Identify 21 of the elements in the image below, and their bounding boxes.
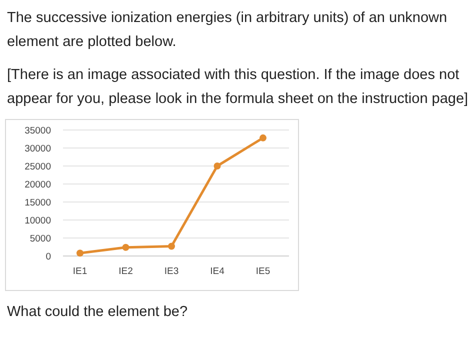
x-tick-label: IE3: [164, 266, 179, 277]
point: [260, 134, 266, 142]
chart-subtitle: [There is an image associated with this question. If the image does not appear for you, please look in the formula sheet on the instruction page]: [7, 66, 469, 109]
y-tick-label: 15000: [24, 197, 51, 208]
chart-title: The successive ionization energies (in arbitrary units) of an unknown element are plotted below.: [7, 9, 448, 52]
x-tick-label: IE1: [72, 266, 88, 277]
x-tick-label: IE4: [210, 266, 224, 277]
point: [76, 250, 84, 257]
text: What could the element be?: [7, 303, 189, 322]
y-tick-label: 25000: [24, 161, 51, 172]
y-tick-label: 35000: [24, 125, 51, 136]
y-tick-label: 0: [46, 251, 51, 262]
point: [168, 242, 175, 250]
point: [214, 162, 221, 170]
y-tick-label: 5000: [30, 233, 51, 244]
y-tick-label: 30000: [24, 143, 51, 154]
point: [122, 244, 130, 251]
x-tick-label: IE5: [256, 266, 270, 277]
y-tick-label: 20000: [24, 179, 51, 190]
y-tick-label: 10000: [24, 215, 51, 226]
x-tick-label: IE2: [118, 266, 133, 277]
